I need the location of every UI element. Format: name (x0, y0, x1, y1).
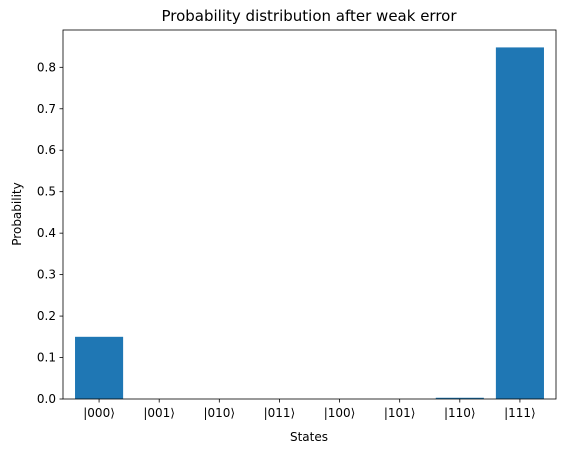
y-tick-label: 0.3 (37, 268, 56, 282)
x-tick-label: |111⟩ (504, 406, 536, 420)
y-tick-label: 0.7 (37, 102, 56, 116)
x-tick-label: |001⟩ (143, 406, 175, 420)
y-tick-label: 0.1 (37, 351, 56, 365)
y-axis-ticks: 0.0 0.1 0.2 0.3 0.4 0.5 0.6 0.7 0.8 (37, 60, 63, 406)
y-tick-label: 0.8 (37, 60, 56, 74)
chart-title: Probability distribution after weak erro… (161, 7, 457, 25)
x-axis-label: States (290, 430, 328, 444)
y-axis-label: Probability (10, 182, 24, 245)
y-tick-label: 0.5 (37, 185, 56, 199)
bars-group (75, 47, 544, 399)
bar (435, 397, 484, 399)
x-tick-label: |101⟩ (384, 406, 416, 420)
x-tick-label: |011⟩ (264, 406, 296, 420)
y-tick-label: 0.6 (37, 143, 56, 157)
y-tick-label: 0.4 (37, 226, 56, 240)
bar (75, 336, 124, 399)
y-tick-label: 0.0 (37, 392, 56, 406)
x-tick-label: |000⟩ (83, 406, 115, 420)
x-tick-label: |110⟩ (444, 406, 476, 420)
x-tick-label: |100⟩ (324, 406, 356, 420)
x-tick-label: |010⟩ (203, 406, 235, 420)
bar (495, 47, 544, 399)
x-axis-ticks: |000⟩ |001⟩ |010⟩ |011⟩ |100⟩ |101⟩ |110⟩ |111⟩ (83, 399, 536, 420)
y-tick-label: 0.2 (37, 309, 56, 323)
plot-frame (62, 29, 557, 400)
